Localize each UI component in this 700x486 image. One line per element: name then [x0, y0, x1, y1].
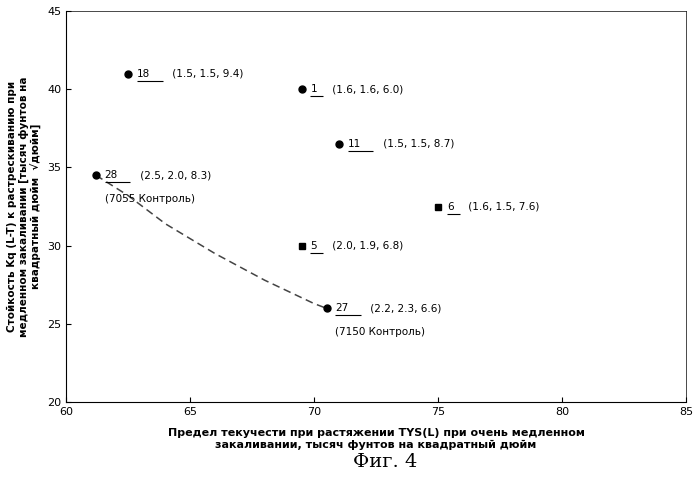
- Text: 1: 1: [310, 84, 317, 94]
- Text: (2.5, 2.0, 8.3): (2.5, 2.0, 8.3): [137, 170, 211, 180]
- Y-axis label: Стойкость Kq (L-T) к растрескиванию при
медленном закаливании [тысяч фунтов на
к: Стойкость Kq (L-T) к растрескиванию при …: [7, 76, 42, 337]
- Text: 18: 18: [137, 69, 150, 79]
- Text: (2.2, 2.3, 6.6): (2.2, 2.3, 6.6): [368, 303, 442, 313]
- Text: Фиг. 4: Фиг. 4: [353, 453, 417, 471]
- Text: 6: 6: [447, 202, 454, 211]
- Text: 11: 11: [348, 139, 361, 149]
- Text: (1.5, 1.5, 9.4): (1.5, 1.5, 9.4): [169, 69, 244, 79]
- Text: (1.6, 1.5, 7.6): (1.6, 1.5, 7.6): [466, 202, 540, 211]
- Text: (7150 Контроль): (7150 Контроль): [335, 327, 425, 337]
- X-axis label: Предел текучести при растяжении TYS(L) при очень медленном
закаливании, тысяч фу: Предел текучести при растяжении TYS(L) п…: [167, 428, 584, 450]
- Text: (1.5, 1.5, 8.7): (1.5, 1.5, 8.7): [380, 139, 454, 149]
- Text: 5: 5: [310, 241, 317, 251]
- Text: 27: 27: [335, 303, 349, 313]
- Text: (2.0, 1.9, 6.8): (2.0, 1.9, 6.8): [329, 241, 403, 251]
- Text: 28: 28: [105, 170, 118, 180]
- Text: (1.6, 1.6, 6.0): (1.6, 1.6, 6.0): [329, 84, 403, 94]
- Text: (7055 Контроль): (7055 Контроль): [105, 194, 195, 204]
